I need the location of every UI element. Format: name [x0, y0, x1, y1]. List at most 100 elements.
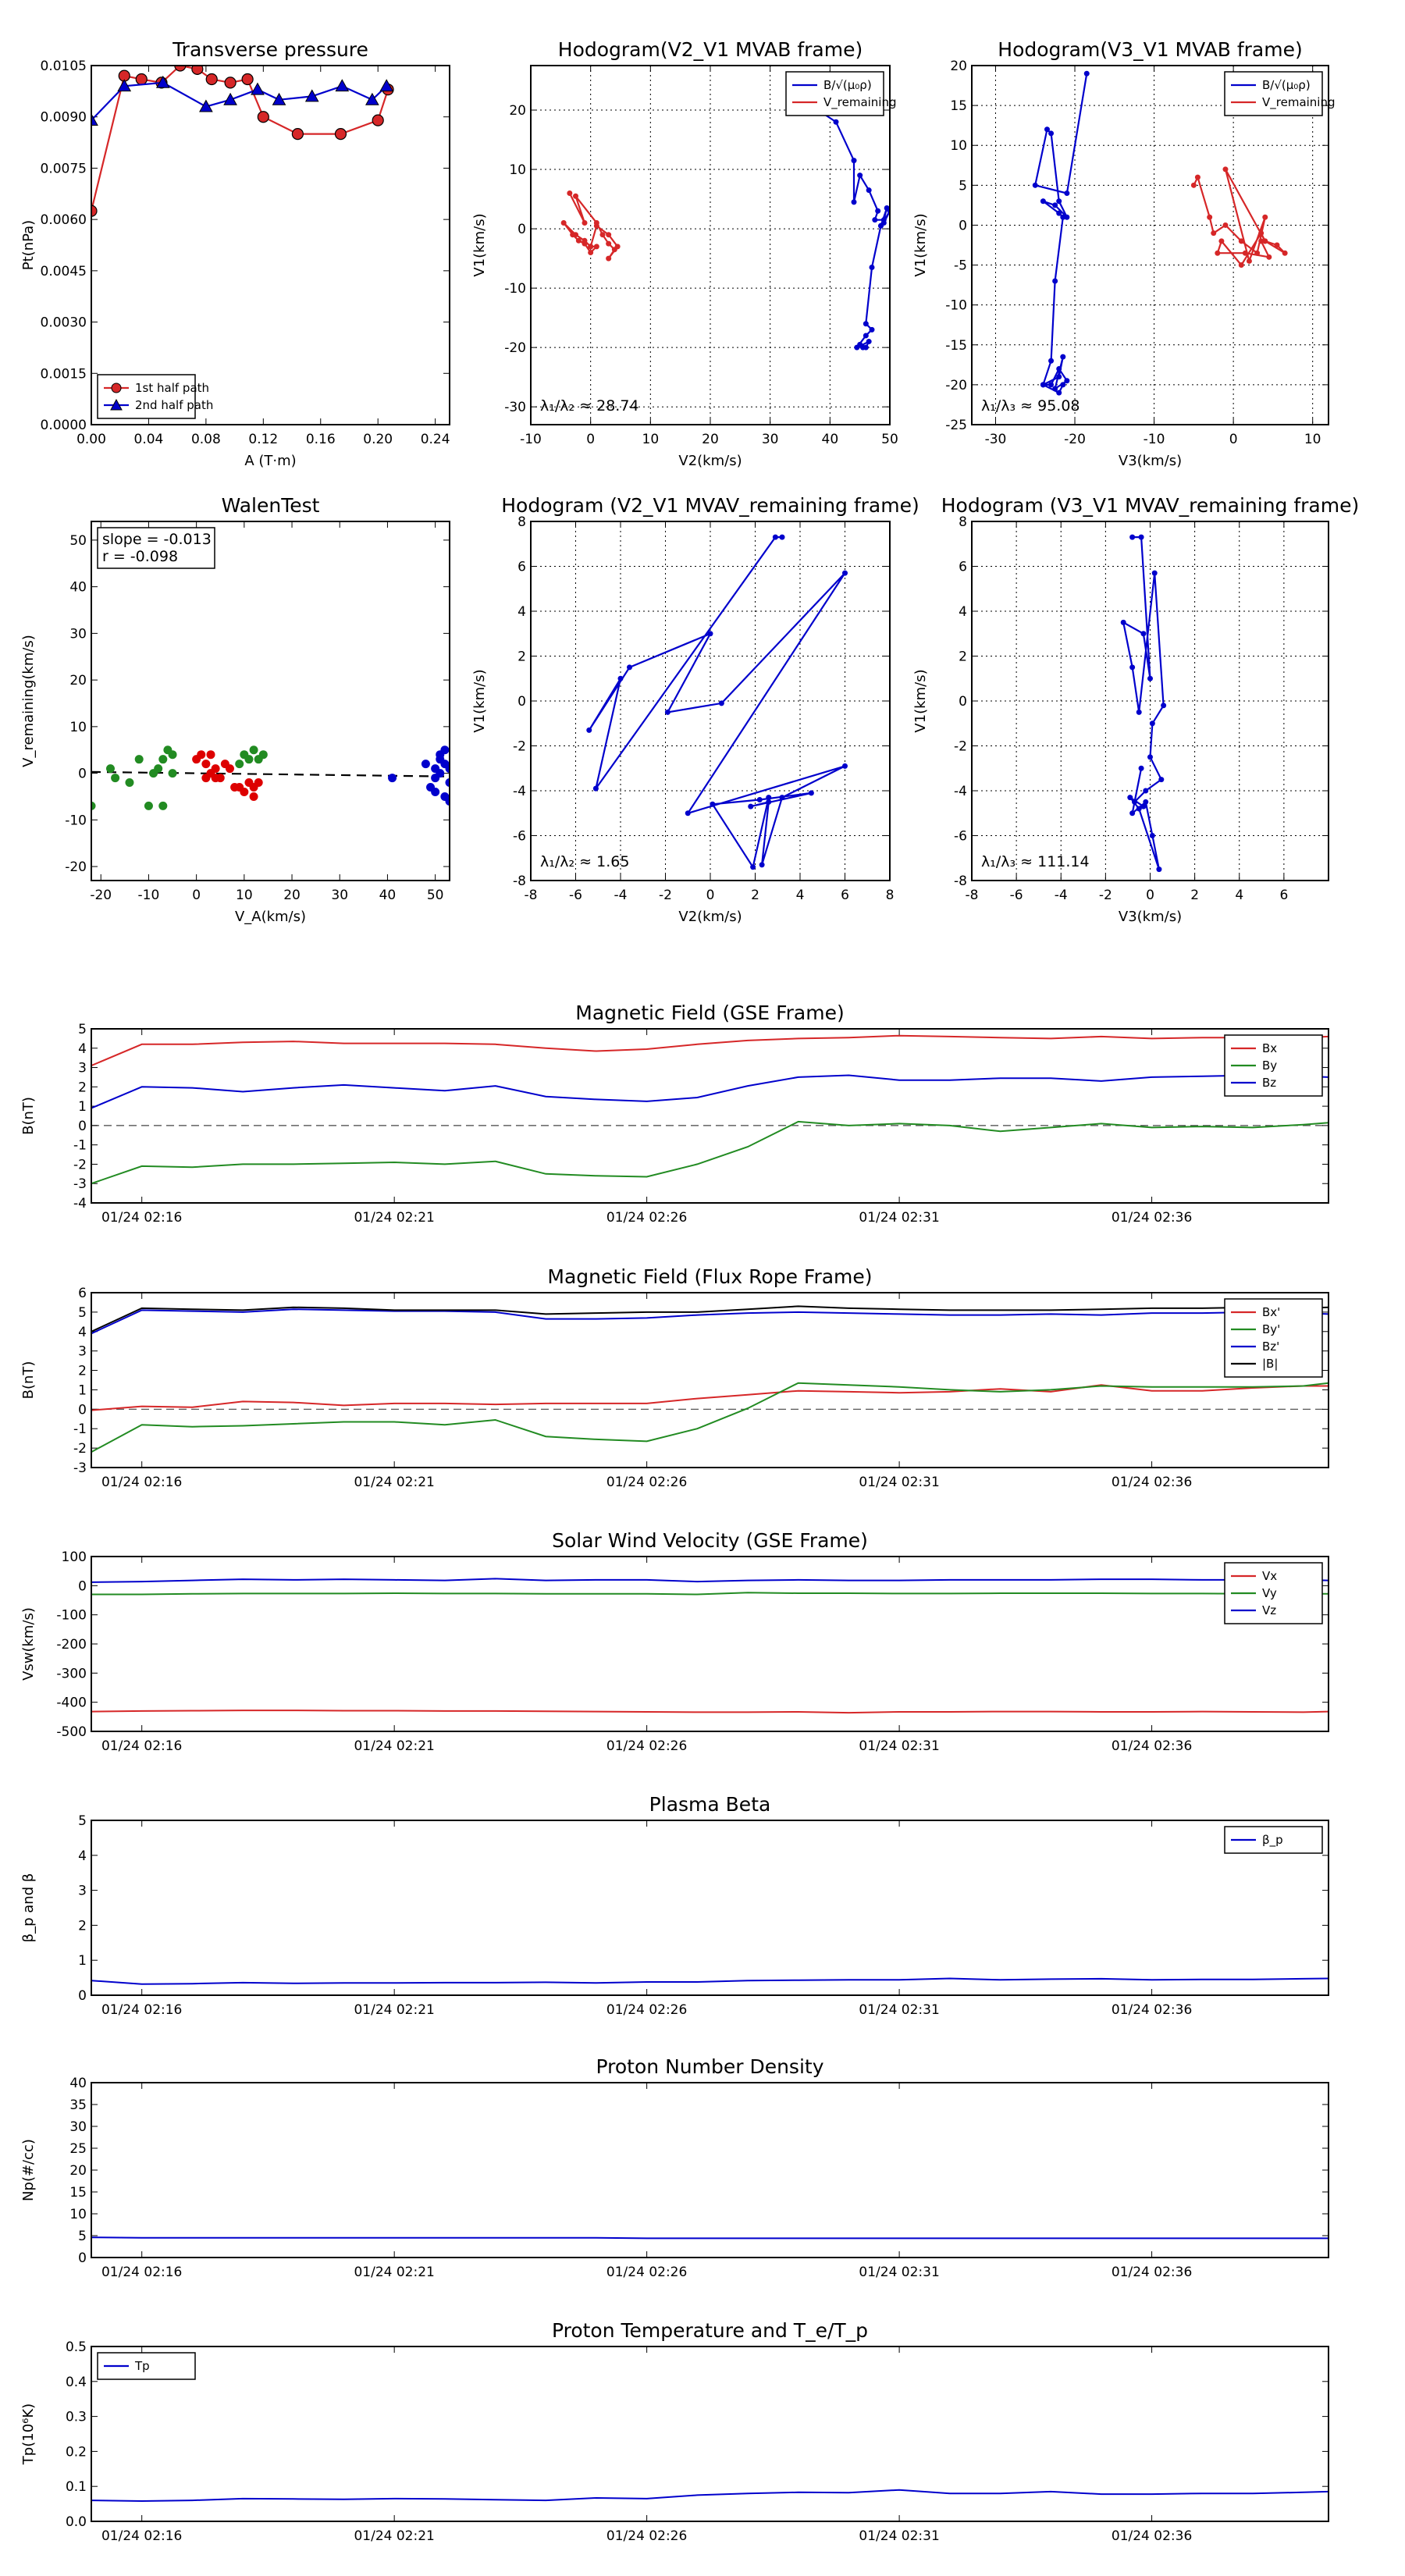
data-point	[1138, 534, 1144, 540]
data-point	[869, 265, 875, 271]
data-point	[575, 237, 582, 244]
data-point	[766, 799, 772, 805]
data-point	[1048, 358, 1055, 364]
data-point	[1056, 374, 1062, 380]
x-tick-label: 0.08	[191, 432, 221, 447]
x-axis-label: V2(km/s)	[678, 453, 742, 469]
y-tick-label: 0	[959, 694, 967, 710]
plot-frame	[91, 1028, 1329, 1204]
series-line	[91, 1977, 1329, 1985]
y-tick-label: 0.0060	[41, 212, 87, 228]
data-point	[875, 208, 881, 214]
x-tick-label: 01/24 02:36	[1112, 1475, 1192, 1490]
y-tick-label: 0	[518, 222, 526, 237]
data-point	[606, 240, 612, 247]
data-point	[707, 631, 713, 637]
y-tick-label: 0.5	[66, 2339, 87, 2355]
series-line	[91, 1382, 1329, 1453]
data-point	[582, 219, 588, 226]
series-line	[91, 2236, 1329, 2240]
y-tick-label: 8	[959, 514, 967, 530]
x-tick-label: 10	[1304, 432, 1321, 447]
data-point	[199, 99, 213, 112]
y-axis-label: V1(km/s)	[471, 669, 488, 732]
data-point	[388, 774, 397, 783]
data-point	[599, 232, 606, 238]
data-point	[197, 750, 206, 760]
y-tick-label: -10	[504, 281, 526, 297]
x-tick-label: 0.20	[363, 432, 393, 447]
data-point	[1127, 795, 1133, 801]
legend: Bx By Bz	[1224, 1034, 1323, 1097]
y-tick-label: 0.1	[66, 2479, 87, 2495]
data-point	[91, 113, 98, 126]
x-tick-label: 20	[702, 432, 719, 447]
x-tick-label: 0	[586, 432, 595, 447]
data-point	[1218, 238, 1225, 244]
data-point	[379, 79, 394, 92]
series-vz	[91, 1578, 1329, 1583]
data-point	[1147, 675, 1153, 681]
data-point	[592, 785, 599, 792]
legend: β_p	[1224, 1826, 1323, 1854]
y-tick-label: 5	[78, 1305, 87, 1321]
data-point	[573, 193, 578, 199]
series-line	[91, 2489, 1329, 2503]
data-point	[710, 801, 716, 807]
x-tick-label: 01/24 02:31	[859, 2265, 939, 2280]
data-point	[1194, 174, 1200, 180]
data-point	[1151, 570, 1158, 576]
y-tick-label: 10	[69, 720, 87, 735]
legend: Vx Vy Vz	[1224, 1562, 1323, 1624]
data-point	[1242, 250, 1248, 256]
data-point	[1064, 378, 1070, 384]
plot-frame	[91, 2346, 1329, 2522]
y-tick-label: 20	[950, 59, 967, 74]
x-tick-label: 01/24 02:16	[101, 1210, 182, 1226]
data-point	[1138, 765, 1144, 771]
data-point	[155, 75, 170, 88]
y-axis-label: B(nT)	[20, 1361, 37, 1400]
data-point	[1140, 803, 1147, 809]
data-point	[593, 244, 599, 250]
data-point	[851, 158, 857, 164]
x-tick-label: -6	[1010, 888, 1023, 903]
y-tick-label: 4	[959, 604, 967, 620]
data-point	[582, 240, 588, 247]
x-tick-label: -2	[1099, 888, 1112, 903]
x-axis-label: A (T·m)	[244, 453, 296, 469]
x-tick-label: 01/24 02:36	[1112, 2528, 1192, 2544]
x-tick-label: 0	[192, 888, 201, 903]
data-point	[1044, 126, 1050, 133]
data-point	[249, 792, 258, 801]
chart-title: Hodogram(V2_V1 MVAB frame)	[558, 38, 863, 61]
data-point	[1246, 258, 1252, 264]
y-tick-label: -10	[945, 298, 967, 314]
data-point	[117, 79, 132, 92]
y-tick-label: 4	[78, 1848, 87, 1864]
x-tick-label: 01/24 02:31	[859, 1475, 939, 1490]
legend-label: Bx	[1262, 1041, 1277, 1055]
y-tick-label: 6	[518, 560, 526, 575]
legend: 1st half path 2nd half path	[97, 374, 213, 419]
data-point	[588, 244, 594, 250]
y-tick-label: 20	[69, 2163, 87, 2179]
data-point	[614, 244, 621, 250]
data-point	[748, 803, 754, 809]
data-point	[1222, 222, 1229, 228]
legend-label: Vy	[1262, 1586, 1277, 1600]
data-point	[1032, 182, 1038, 188]
y-tick-label: 0	[78, 1578, 87, 1594]
data-point	[1282, 250, 1288, 256]
y-tick-label: 15	[950, 98, 967, 114]
data-point	[111, 774, 120, 783]
data-point	[779, 795, 785, 801]
y-tick-label: 6	[959, 560, 967, 575]
y-tick-label: 15	[69, 2185, 87, 2201]
series-bx	[91, 1034, 1329, 1067]
legend-label: V_remaining	[823, 95, 897, 110]
x-tick-label: 01/24 02:21	[354, 2265, 434, 2280]
y-tick-label: -3	[73, 1461, 87, 1476]
series-0	[91, 2236, 1329, 2240]
x-tick-label: -6	[569, 888, 582, 903]
